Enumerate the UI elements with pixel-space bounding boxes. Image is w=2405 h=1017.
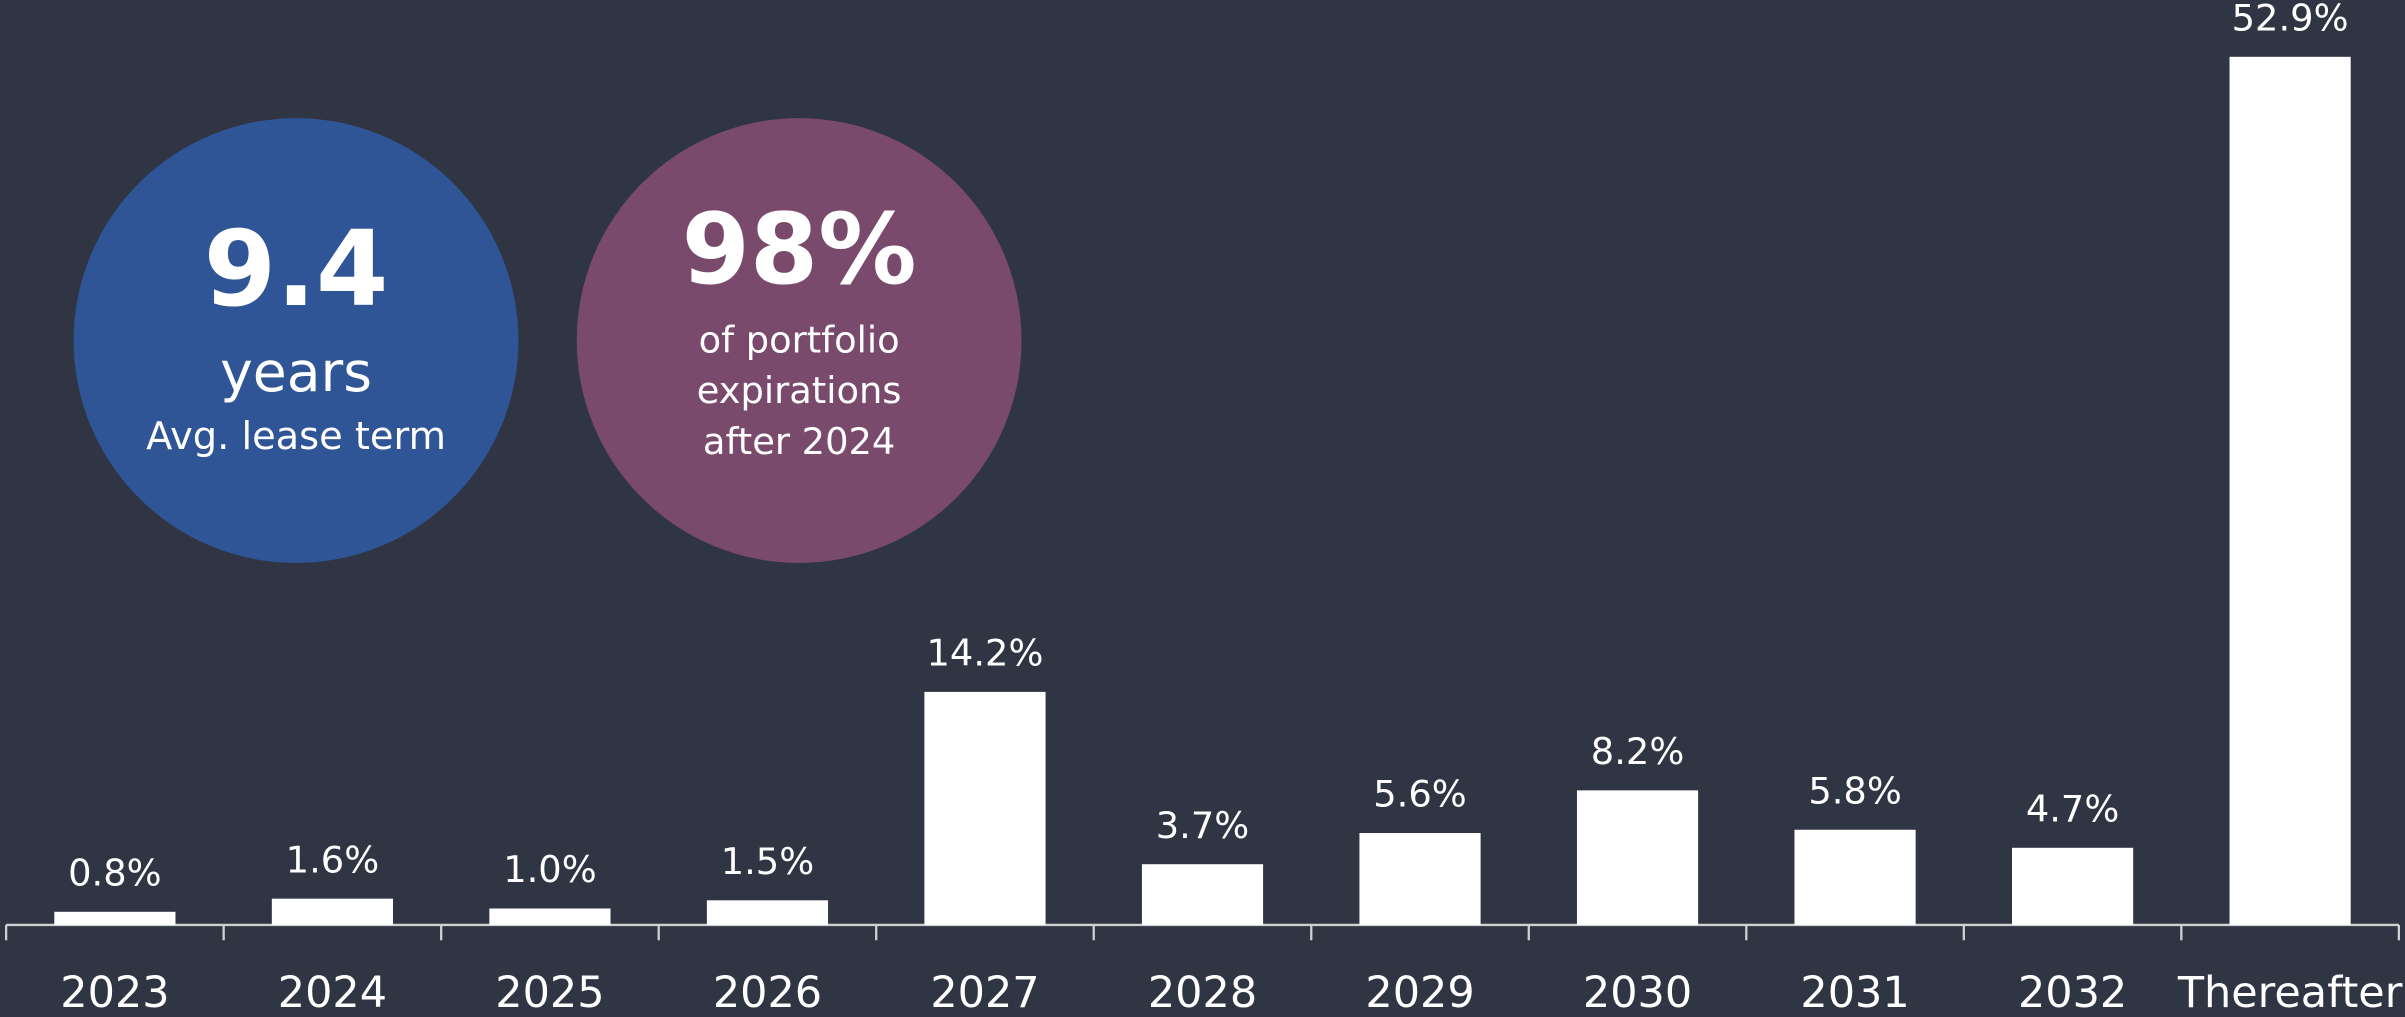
bar bbox=[1141, 864, 1264, 925]
x-tick-label: Thereafter bbox=[2177, 968, 2403, 1017]
callout-line: expirations bbox=[697, 369, 902, 412]
value-label: 52.9% bbox=[2232, 0, 2349, 39]
value-label: 3.7% bbox=[1156, 804, 1249, 847]
bar bbox=[1359, 833, 1481, 925]
x-tick-label: 2027 bbox=[930, 968, 1039, 1017]
bar bbox=[1794, 829, 1916, 925]
value-label: 1.0% bbox=[503, 848, 596, 891]
callout-headline: 98% bbox=[682, 193, 917, 307]
value-label: 8.2% bbox=[1591, 730, 1684, 773]
x-tick-label: 2031 bbox=[1800, 968, 1909, 1017]
x-tick-label: 2029 bbox=[1365, 968, 1474, 1017]
bar bbox=[1576, 790, 1699, 925]
value-label: 1.6% bbox=[286, 838, 379, 881]
bar bbox=[271, 898, 394, 925]
x-tick-label: 2030 bbox=[1583, 968, 1692, 1017]
callout-circle bbox=[73, 118, 519, 563]
x-tick-label: 2023 bbox=[60, 968, 169, 1017]
callout-line: years bbox=[220, 341, 372, 405]
x-tick-label: 2026 bbox=[713, 968, 822, 1017]
value-label: 4.7% bbox=[2026, 787, 2119, 830]
value-label: 0.8% bbox=[68, 851, 161, 894]
callout-line: Avg. lease term bbox=[146, 414, 446, 459]
callout-circle bbox=[576, 118, 1022, 563]
bar bbox=[2011, 847, 2134, 925]
value-label: 1.5% bbox=[721, 840, 814, 883]
x-tick-label: 2028 bbox=[1148, 968, 1257, 1017]
callout-headline: 9.4 bbox=[204, 208, 389, 330]
bar bbox=[2229, 56, 2351, 925]
bar bbox=[924, 691, 1046, 925]
x-tick-label: 2024 bbox=[278, 968, 387, 1017]
value-label: 5.8% bbox=[1808, 769, 1901, 812]
bar bbox=[489, 908, 611, 925]
x-tick-label: 2032 bbox=[2018, 968, 2127, 1017]
bar bbox=[54, 911, 176, 925]
x-tick-label: 2025 bbox=[495, 968, 604, 1017]
callout-line: of portfolio bbox=[699, 319, 900, 362]
value-label: 14.2% bbox=[927, 632, 1044, 675]
callout-line: after 2024 bbox=[703, 420, 895, 463]
value-label: 5.6% bbox=[1373, 773, 1466, 816]
bar bbox=[706, 900, 829, 925]
